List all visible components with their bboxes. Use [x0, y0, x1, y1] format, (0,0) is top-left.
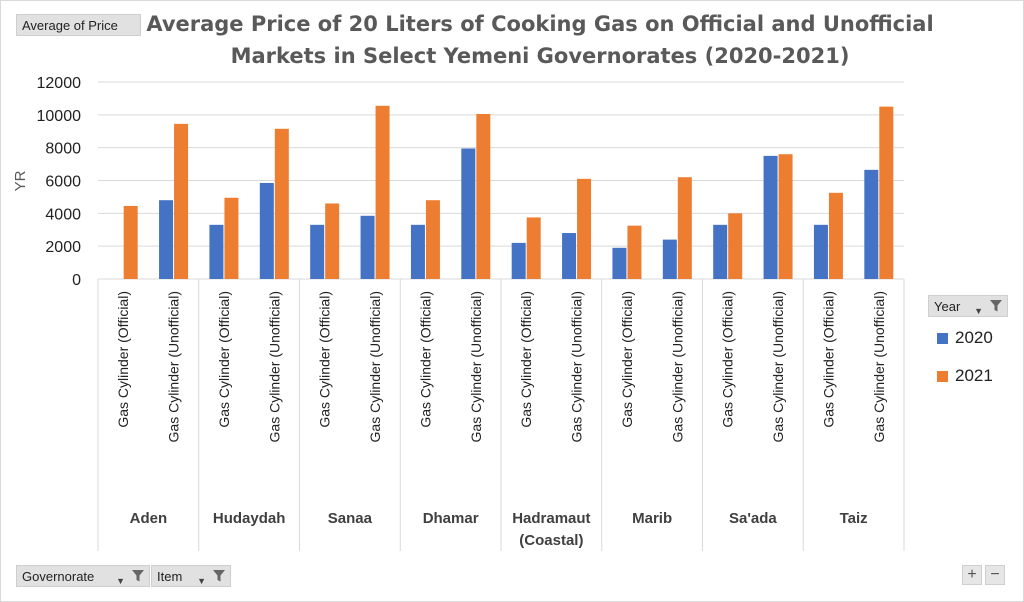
legend-swatch-2021: [937, 371, 948, 382]
bar-2021: [526, 217, 541, 279]
bar-2020: [562, 233, 577, 279]
chart-title: Average Price of 20 Liters of Cooking Ga…: [145, 8, 935, 72]
y-tick-label: 4000: [45, 206, 81, 223]
legend-label-2021: 2021: [955, 366, 993, 385]
x-tick-label-item: Gas Cylinder (Official): [115, 291, 131, 428]
bar-2021: [274, 128, 289, 279]
bar-2021: [728, 213, 743, 279]
expand-field-button[interactable]: +: [962, 565, 982, 585]
x-group-label: Taiz: [840, 510, 868, 527]
chart-title-line-2: Markets in Select Yemeni Governorates (2…: [230, 44, 850, 68]
chart-title-line-1: Average Price of 20 Liters of Cooking Ga…: [146, 12, 934, 36]
y-tick-label: 10000: [37, 108, 82, 125]
x-group-label: Hadramaut (Coastal): [512, 510, 590, 549]
bar-2020: [209, 224, 224, 279]
x-group-label-line: Dhamar: [423, 510, 479, 527]
filter-icon: [132, 570, 144, 582]
bar-2021: [627, 225, 642, 279]
bar-2020: [159, 200, 174, 279]
x-tick-label-item: Gas Cylinder (Official): [720, 291, 736, 428]
bar-2021: [425, 200, 440, 279]
x-group-label-line: Sanaa: [328, 510, 373, 527]
legend-field-label: Year: [934, 299, 961, 314]
x-group-label: Sanaa: [328, 510, 373, 527]
filter-icon: [990, 300, 1002, 312]
x-group-label-line: Taiz: [840, 510, 868, 527]
y-tick-label: 12000: [37, 75, 82, 92]
y-tick-label: 0: [72, 272, 81, 289]
bar-2021: [174, 123, 189, 279]
bar-2021: [828, 192, 843, 279]
item-field-button[interactable]: Item ▼: [151, 565, 231, 587]
legend-swatch-2020: [937, 333, 948, 344]
x-tick-label-item: Gas Cylinder (Unofficial): [166, 291, 182, 442]
x-tick-label-item: Gas Cylinder (Official): [518, 291, 534, 428]
legend-field-button[interactable]: Year ▼: [928, 295, 1008, 317]
x-tick-label-item: Gas Cylinder (Unofficial): [871, 291, 887, 442]
x-tick-label-item: Gas Cylinder (Unofficial): [770, 291, 786, 442]
x-group-label-line: Sa'ada: [729, 510, 777, 527]
governorate-field-label: Governorate: [22, 569, 95, 584]
bar-2020: [612, 247, 627, 279]
legend-label-2020: 2020: [955, 328, 993, 347]
bar-2020: [461, 148, 476, 279]
x-group-label: Dhamar: [423, 510, 479, 527]
bar-2021: [123, 205, 138, 279]
bar-2021: [879, 106, 894, 279]
bar-2021: [476, 114, 491, 279]
dropdown-arrow-icon: ▼: [974, 306, 983, 316]
plus-icon: +: [967, 566, 977, 583]
x-group-label: Aden: [130, 510, 168, 527]
bar-2020: [864, 169, 879, 279]
bar-2021: [677, 177, 692, 279]
collapse-field-button[interactable]: −: [985, 565, 1005, 585]
x-tick-label-item: Gas Cylinder (Official): [417, 291, 433, 428]
bar-2020: [360, 215, 375, 279]
y-axis-label: YR: [12, 170, 29, 191]
x-tick-label-item: Gas Cylinder (Official): [619, 291, 635, 428]
x-group-label-line: (Coastal): [519, 532, 583, 549]
bar-2020: [662, 239, 677, 279]
governorate-field-button[interactable]: Governorate ▼: [16, 565, 150, 587]
x-tick-label-item: Gas Cylinder (Unofficial): [367, 291, 383, 442]
x-tick-label-item: Gas Cylinder (Unofficial): [569, 291, 585, 442]
x-group-label-line: Marib: [632, 510, 672, 527]
bar-2020: [813, 224, 828, 279]
x-tick-label-item: Gas Cylinder (Official): [820, 291, 836, 428]
x-group-label-line: Hadramaut: [512, 510, 590, 527]
bar-2021: [375, 105, 390, 279]
bar-2020: [763, 155, 778, 279]
x-group-label-line: Aden: [130, 510, 168, 527]
bar-2020: [713, 224, 728, 279]
y-tick-label: 6000: [45, 174, 81, 191]
x-tick-label-item: Gas Cylinder (Official): [317, 291, 333, 428]
y-tick-label: 8000: [45, 141, 81, 158]
x-tick-label-item: Gas Cylinder (Unofficial): [468, 291, 484, 442]
bar-2021: [577, 178, 592, 279]
bar-2020: [511, 242, 526, 279]
y-tick-label: 2000: [45, 239, 81, 256]
bar-2021: [778, 154, 793, 279]
bar-2021: [325, 203, 340, 279]
x-group-label: Sa'ada: [729, 510, 777, 527]
bar-2021: [224, 197, 239, 279]
bar-2020: [259, 182, 274, 279]
item-field-label: Item: [157, 569, 183, 584]
minus-icon: −: [990, 566, 1000, 583]
value-field-button[interactable]: Average of Price: [16, 14, 141, 36]
bar-2020: [410, 224, 425, 279]
dropdown-arrow-icon: ▼: [197, 576, 206, 586]
x-group-label-line: Hudaydah: [213, 510, 286, 527]
x-tick-label-item: Gas Cylinder (Unofficial): [266, 291, 282, 442]
bar-2020: [310, 224, 325, 279]
x-tick-label-item: Gas Cylinder (Official): [216, 291, 232, 428]
value-field-label: Average of Price: [22, 18, 118, 33]
filter-icon: [213, 570, 225, 582]
x-group-label: Marib: [632, 510, 672, 527]
dropdown-arrow-icon: ▼: [116, 576, 125, 586]
x-group-label: Hudaydah: [213, 510, 286, 527]
x-tick-label-item: Gas Cylinder (Unofficial): [669, 291, 685, 442]
